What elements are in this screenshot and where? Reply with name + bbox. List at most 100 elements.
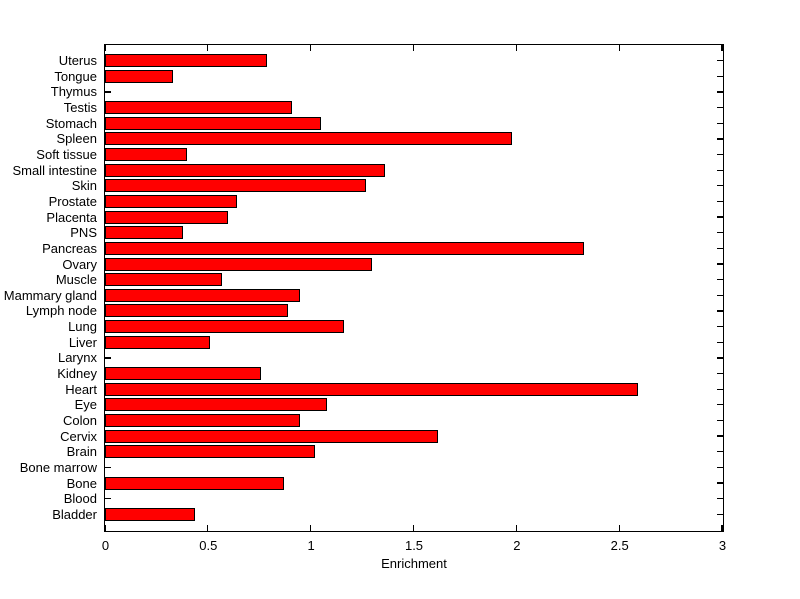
bar-kidney xyxy=(105,367,262,381)
y-tick xyxy=(717,232,723,234)
y-tick xyxy=(717,216,723,218)
bar-pancreas xyxy=(105,241,585,255)
y-tick-label-liver: Liver xyxy=(68,334,97,350)
x-tick xyxy=(515,45,517,51)
bar-brain xyxy=(105,445,315,459)
y-tick xyxy=(717,419,723,422)
y-tick xyxy=(717,247,723,250)
x-tick-label-3: 3 xyxy=(718,538,727,553)
x-axis-label: Enrichment xyxy=(381,556,447,571)
x-tick xyxy=(618,45,620,51)
x-tick xyxy=(412,45,415,51)
y-tick-label-blood: Blood xyxy=(63,491,97,507)
y-tick-label-cervix: Cervix xyxy=(60,428,97,444)
x-tick-label-1-5: 1.5 xyxy=(404,538,424,553)
y-tick-label-eye: Eye xyxy=(74,397,97,413)
y-tick-label-bone-marrow: Bone marrow xyxy=(19,459,97,475)
y-tick-label-kidney: Kidney xyxy=(57,366,97,382)
x-tick xyxy=(310,45,312,51)
y-tick xyxy=(717,122,723,124)
bar-stomach xyxy=(105,116,321,130)
y-tick-label-larynx: Larynx xyxy=(57,350,97,366)
bar-uterus xyxy=(105,54,268,68)
y-tick-label-muscle: Muscle xyxy=(55,272,97,288)
y-tick xyxy=(717,91,723,93)
bar-lymph-node xyxy=(105,304,289,318)
y-tick xyxy=(717,200,723,203)
y-tick-label-mammary-gland: Mammary gland xyxy=(3,287,97,303)
x-tick xyxy=(721,525,723,531)
y-tick-label-testis: Testis xyxy=(63,100,97,116)
y-tick xyxy=(717,466,723,469)
x-tick-label-2: 2 xyxy=(513,538,521,553)
bar-bladder xyxy=(105,507,196,521)
x-tick xyxy=(207,45,209,51)
bar-soft-tissue xyxy=(105,148,188,162)
x-tick xyxy=(515,525,517,531)
y-tick-label-bone: Bone xyxy=(66,475,97,491)
bar-tongue xyxy=(105,69,173,83)
y-tick xyxy=(717,279,723,281)
y-tick xyxy=(717,498,723,500)
plot-area xyxy=(104,44,724,532)
y-tick-label-brain: Brain xyxy=(66,444,97,460)
y-tick xyxy=(717,451,723,453)
y-tick-label-colon: Colon xyxy=(63,412,97,428)
y-tick-label-skin: Skin xyxy=(71,178,97,194)
x-tick xyxy=(104,525,106,531)
y-tick xyxy=(105,466,111,469)
y-tick-label-lymph-node: Lymph node xyxy=(25,303,97,319)
y-tick-label-bladder: Bladder xyxy=(52,506,97,522)
bar-skin xyxy=(105,179,367,193)
y-tick-label-prostate: Prostate xyxy=(48,193,97,209)
bar-cervix xyxy=(105,429,439,443)
x-tick xyxy=(412,525,415,531)
y-tick-label-placenta: Placenta xyxy=(46,209,97,225)
bar-ovary xyxy=(105,257,373,271)
y-tick xyxy=(717,388,723,390)
y-tick xyxy=(717,310,723,312)
bar-heart xyxy=(105,382,638,396)
bar-muscle xyxy=(105,273,223,287)
y-tick xyxy=(717,138,723,140)
y-tick-label-pancreas: Pancreas xyxy=(42,240,97,256)
y-tick xyxy=(717,372,723,375)
bar-colon xyxy=(105,413,301,427)
y-tick xyxy=(717,435,723,437)
y-tick xyxy=(717,513,723,515)
y-tick xyxy=(717,75,723,77)
bar-small-intestine xyxy=(105,163,385,177)
x-tick xyxy=(207,525,209,531)
y-tick xyxy=(717,404,723,406)
y-tick-label-ovary: Ovary xyxy=(62,256,97,272)
y-tick xyxy=(717,263,723,265)
bar-mammary-gland xyxy=(105,288,301,302)
y-tick xyxy=(717,341,723,343)
bar-placenta xyxy=(105,210,229,224)
y-tick-label-uterus: Uterus xyxy=(58,53,97,69)
y-tick-label-soft-tissue: Soft tissue xyxy=(36,147,97,163)
bar-testis xyxy=(105,101,293,115)
x-tick-label-1: 1 xyxy=(307,538,315,553)
bar-liver xyxy=(105,335,210,349)
y-tick xyxy=(717,325,723,328)
x-tick xyxy=(104,45,106,51)
y-tick-label-stomach: Stomach xyxy=(45,115,97,131)
bar-spleen xyxy=(105,132,513,146)
y-tick-label-spleen: Spleen xyxy=(56,131,97,147)
y-tick-label-tongue: Tongue xyxy=(54,68,97,84)
bar-prostate xyxy=(105,194,237,208)
y-tick-label-lung: Lung xyxy=(68,319,97,335)
y-tick xyxy=(717,294,723,296)
y-tick xyxy=(717,185,723,187)
y-tick-label-thymus: Thymus xyxy=(50,84,97,100)
x-tick-label-2-5: 2.5 xyxy=(610,538,629,553)
y-tick xyxy=(717,59,723,62)
bar-pns xyxy=(105,226,184,240)
bar-bone xyxy=(105,476,284,490)
y-tick xyxy=(717,106,723,109)
y-tick-label-heart: Heart xyxy=(65,381,97,397)
bar-eye xyxy=(105,398,328,412)
x-tick xyxy=(618,525,620,531)
y-tick xyxy=(105,357,111,359)
